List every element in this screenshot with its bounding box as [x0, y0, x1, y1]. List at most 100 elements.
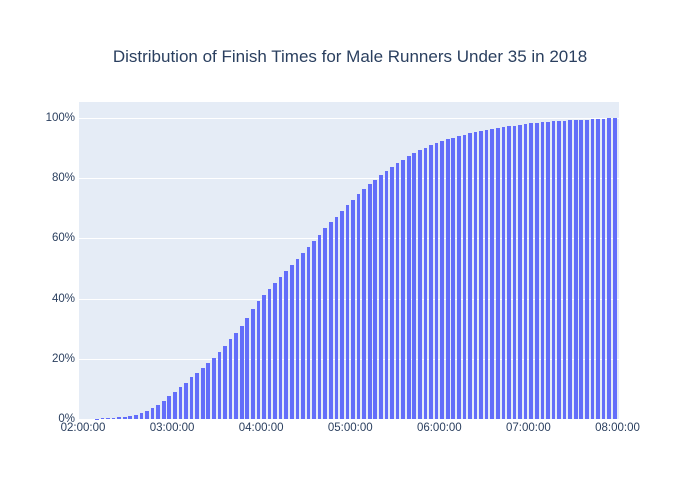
bar: [523, 124, 528, 419]
bar: [512, 125, 517, 419]
bar: [518, 124, 522, 419]
bar: [278, 276, 283, 419]
bar: [284, 270, 289, 419]
bar: [250, 309, 255, 419]
bar: [145, 411, 149, 419]
y-tick-label: 0%: [58, 413, 75, 425]
bar: [551, 121, 556, 419]
bar: [495, 127, 500, 419]
bar: [568, 120, 572, 419]
bar: [178, 387, 183, 419]
bar: [484, 129, 489, 419]
bar: [585, 119, 589, 419]
bar: [367, 184, 372, 419]
bar: [390, 167, 394, 419]
bar: [306, 246, 311, 419]
bar: [301, 252, 305, 419]
y-tick-label: 40%: [51, 292, 75, 305]
bar: [573, 120, 578, 419]
chart-title: Distribution of Finish Times for Male Ru…: [112, 47, 588, 66]
y-tick-label: 100%: [45, 112, 75, 124]
bar: [507, 126, 511, 419]
bar: [134, 414, 138, 419]
x-tick-label: 05:00:00: [327, 422, 373, 434]
plot-area[interactable]: [79, 102, 619, 420]
bar: [340, 211, 344, 419]
x-tick-label: 08:00:00: [595, 422, 640, 434]
bar: [122, 416, 127, 419]
bar: [529, 123, 534, 419]
bar: [379, 175, 383, 419]
bar: [262, 294, 266, 419]
bar: [245, 317, 250, 419]
bar: [468, 133, 472, 419]
y-tick-label: 20%: [51, 352, 75, 365]
bar: [590, 119, 595, 419]
bar: [128, 415, 133, 419]
bar: [100, 418, 105, 419]
bar: [546, 121, 550, 419]
bar: [161, 401, 166, 419]
bar: [384, 170, 389, 419]
gridline: [79, 178, 619, 180]
bar: [267, 288, 272, 419]
bar: [579, 119, 584, 419]
bar: [106, 418, 110, 419]
y-tick-label: 60%: [51, 232, 75, 245]
bar: [212, 357, 216, 419]
bar: [312, 240, 316, 419]
bar: [167, 396, 172, 419]
bar: [401, 159, 405, 419]
bar: [328, 222, 333, 419]
bar: [445, 139, 450, 419]
bar: [473, 132, 478, 419]
x-tick-label: 07:00:00: [506, 422, 551, 434]
x-tick-label: 03:00:00: [149, 422, 195, 434]
x-tick-label: 06:00:00: [416, 422, 462, 434]
bar: [139, 412, 144, 419]
bar: [562, 120, 567, 419]
bar: [289, 264, 294, 419]
bar: [345, 205, 350, 419]
bar: [323, 228, 328, 419]
bar: [239, 325, 244, 419]
bar: [607, 118, 611, 419]
bar: [334, 216, 339, 419]
bar: [557, 121, 561, 419]
bar: [418, 150, 422, 419]
bar: [234, 332, 238, 419]
bar: [173, 391, 177, 419]
bar: [395, 163, 400, 419]
bar: [501, 127, 506, 419]
bar: [440, 140, 444, 419]
gridline: [79, 419, 619, 420]
bar: [195, 372, 199, 419]
bar: [356, 194, 361, 419]
bar: [362, 189, 366, 419]
bar: [189, 377, 194, 419]
bar: [184, 382, 188, 419]
bar: [540, 122, 545, 419]
y-tick-label: 80%: [51, 172, 75, 185]
bar: [462, 134, 467, 419]
bar: [456, 136, 461, 419]
bar: [412, 153, 417, 419]
bar: [534, 122, 539, 419]
bar: [479, 130, 483, 419]
bar: [373, 179, 378, 419]
bar: [228, 339, 233, 419]
x-tick-label: 04:00:00: [238, 422, 284, 434]
bar: [217, 351, 222, 419]
bar: [351, 199, 355, 419]
bar: [429, 145, 433, 419]
bar: [223, 345, 227, 419]
bar: [601, 118, 606, 419]
bar: [434, 142, 439, 419]
bar: [156, 405, 160, 419]
x-tick-label: 02:00:00: [60, 422, 106, 434]
bar: [295, 258, 300, 419]
bar: [256, 300, 261, 419]
bar: [490, 128, 495, 419]
gridline: [79, 118, 619, 119]
